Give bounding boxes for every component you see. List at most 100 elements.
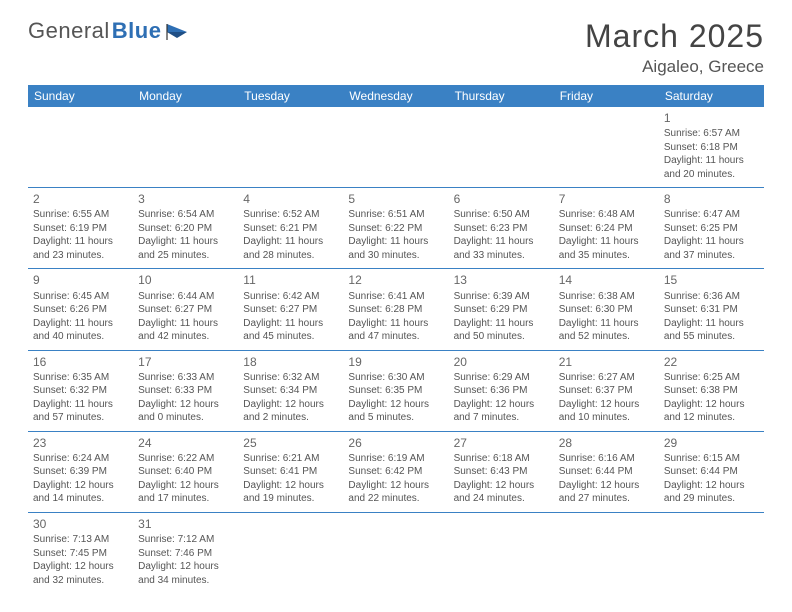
calendar-empty-cell: [238, 107, 343, 188]
day-number: 24: [138, 435, 233, 451]
daylight-text: Daylight: 12 hours: [348, 479, 443, 493]
calendar-day-cell: 4Sunrise: 6:52 AMSunset: 6:21 PMDaylight…: [238, 188, 343, 269]
day-number: 6: [454, 191, 549, 207]
calendar-week-row: 16Sunrise: 6:35 AMSunset: 6:32 PMDayligh…: [28, 350, 764, 431]
calendar-day-cell: 10Sunrise: 6:44 AMSunset: 6:27 PMDayligh…: [133, 269, 238, 350]
day-header: Saturday: [659, 85, 764, 107]
calendar-week-row: 1Sunrise: 6:57 AMSunset: 6:18 PMDaylight…: [28, 107, 764, 188]
daylight-text: Daylight: 11 hours: [243, 317, 338, 331]
sunrise-text: Sunrise: 6:16 AM: [559, 452, 654, 466]
sunset-text: Sunset: 7:46 PM: [138, 547, 233, 561]
daylight-text: and 25 minutes.: [138, 249, 233, 263]
sunset-text: Sunset: 6:20 PM: [138, 222, 233, 236]
calendar-day-cell: 7Sunrise: 6:48 AMSunset: 6:24 PMDaylight…: [554, 188, 659, 269]
daylight-text: and 17 minutes.: [138, 492, 233, 506]
day-number: 8: [664, 191, 759, 207]
daylight-text: and 55 minutes.: [664, 330, 759, 344]
calendar-empty-cell: [449, 512, 554, 593]
sunset-text: Sunset: 6:35 PM: [348, 384, 443, 398]
daylight-text: Daylight: 12 hours: [243, 479, 338, 493]
sunrise-text: Sunrise: 6:44 AM: [138, 290, 233, 304]
day-number: 11: [243, 272, 338, 288]
daylight-text: Daylight: 12 hours: [559, 398, 654, 412]
daylight-text: and 40 minutes.: [33, 330, 128, 344]
day-number: 1: [664, 110, 759, 126]
calendar-week-row: 23Sunrise: 6:24 AMSunset: 6:39 PMDayligh…: [28, 431, 764, 512]
day-number: 9: [33, 272, 128, 288]
daylight-text: and 10 minutes.: [559, 411, 654, 425]
page-header: GeneralBlue March 2025 Aigaleo, Greece: [28, 18, 764, 77]
calendar-day-cell: 14Sunrise: 6:38 AMSunset: 6:30 PMDayligh…: [554, 269, 659, 350]
daylight-text: Daylight: 12 hours: [138, 479, 233, 493]
daylight-text: Daylight: 11 hours: [243, 235, 338, 249]
daylight-text: and 24 minutes.: [454, 492, 549, 506]
day-number: 20: [454, 354, 549, 370]
calendar-empty-cell: [28, 107, 133, 188]
logo-text-gray: General: [28, 18, 110, 44]
sunset-text: Sunset: 6:38 PM: [664, 384, 759, 398]
sunrise-text: Sunrise: 6:25 AM: [664, 371, 759, 385]
calendar-day-cell: 2Sunrise: 6:55 AMSunset: 6:19 PMDaylight…: [28, 188, 133, 269]
day-header: Sunday: [28, 85, 133, 107]
daylight-text: and 7 minutes.: [454, 411, 549, 425]
day-header: Monday: [133, 85, 238, 107]
daylight-text: Daylight: 11 hours: [348, 317, 443, 331]
calendar-day-cell: 30Sunrise: 7:13 AMSunset: 7:45 PMDayligh…: [28, 512, 133, 593]
day-number: 3: [138, 191, 233, 207]
sunset-text: Sunset: 6:44 PM: [664, 465, 759, 479]
daylight-text: and 14 minutes.: [33, 492, 128, 506]
calendar-empty-cell: [133, 107, 238, 188]
calendar-week-row: 30Sunrise: 7:13 AMSunset: 7:45 PMDayligh…: [28, 512, 764, 593]
calendar-day-cell: 23Sunrise: 6:24 AMSunset: 6:39 PMDayligh…: [28, 431, 133, 512]
day-number: 4: [243, 191, 338, 207]
day-number: 26: [348, 435, 443, 451]
daylight-text: and 35 minutes.: [559, 249, 654, 263]
sunrise-text: Sunrise: 6:45 AM: [33, 290, 128, 304]
daylight-text: Daylight: 12 hours: [664, 479, 759, 493]
day-header: Tuesday: [238, 85, 343, 107]
daylight-text: Daylight: 11 hours: [454, 235, 549, 249]
day-number: 27: [454, 435, 549, 451]
sunset-text: Sunset: 6:31 PM: [664, 303, 759, 317]
logo-flag-icon: [165, 22, 191, 40]
sunset-text: Sunset: 6:18 PM: [664, 141, 759, 155]
sunrise-text: Sunrise: 6:38 AM: [559, 290, 654, 304]
daylight-text: Daylight: 11 hours: [33, 317, 128, 331]
day-number: 19: [348, 354, 443, 370]
sunrise-text: Sunrise: 6:57 AM: [664, 127, 759, 141]
calendar-day-cell: 1Sunrise: 6:57 AMSunset: 6:18 PMDaylight…: [659, 107, 764, 188]
calendar-day-cell: 25Sunrise: 6:21 AMSunset: 6:41 PMDayligh…: [238, 431, 343, 512]
daylight-text: Daylight: 11 hours: [348, 235, 443, 249]
daylight-text: and 42 minutes.: [138, 330, 233, 344]
calendar-day-cell: 27Sunrise: 6:18 AMSunset: 6:43 PMDayligh…: [449, 431, 554, 512]
calendar-day-cell: 13Sunrise: 6:39 AMSunset: 6:29 PMDayligh…: [449, 269, 554, 350]
calendar-day-cell: 8Sunrise: 6:47 AMSunset: 6:25 PMDaylight…: [659, 188, 764, 269]
calendar-empty-cell: [343, 107, 448, 188]
daylight-text: Daylight: 11 hours: [138, 235, 233, 249]
sunrise-text: Sunrise: 6:52 AM: [243, 208, 338, 222]
sunrise-text: Sunrise: 6:24 AM: [33, 452, 128, 466]
day-header: Wednesday: [343, 85, 448, 107]
daylight-text: Daylight: 12 hours: [454, 479, 549, 493]
daylight-text: and 2 minutes.: [243, 411, 338, 425]
calendar-day-cell: 19Sunrise: 6:30 AMSunset: 6:35 PMDayligh…: [343, 350, 448, 431]
calendar-day-cell: 29Sunrise: 6:15 AMSunset: 6:44 PMDayligh…: [659, 431, 764, 512]
calendar-day-cell: 31Sunrise: 7:12 AMSunset: 7:46 PMDayligh…: [133, 512, 238, 593]
day-header: Friday: [554, 85, 659, 107]
day-number: 31: [138, 516, 233, 532]
logo: GeneralBlue: [28, 18, 191, 44]
calendar-empty-cell: [554, 107, 659, 188]
day-header: Thursday: [449, 85, 554, 107]
sunset-text: Sunset: 6:39 PM: [33, 465, 128, 479]
calendar-empty-cell: [659, 512, 764, 593]
calendar-day-cell: 12Sunrise: 6:41 AMSunset: 6:28 PMDayligh…: [343, 269, 448, 350]
sunset-text: Sunset: 6:26 PM: [33, 303, 128, 317]
sunset-text: Sunset: 6:43 PM: [454, 465, 549, 479]
calendar-table: SundayMondayTuesdayWednesdayThursdayFrid…: [28, 85, 764, 593]
sunrise-text: Sunrise: 6:18 AM: [454, 452, 549, 466]
day-number: 5: [348, 191, 443, 207]
daylight-text: and 0 minutes.: [138, 411, 233, 425]
sunset-text: Sunset: 6:28 PM: [348, 303, 443, 317]
day-number: 21: [559, 354, 654, 370]
day-number: 30: [33, 516, 128, 532]
